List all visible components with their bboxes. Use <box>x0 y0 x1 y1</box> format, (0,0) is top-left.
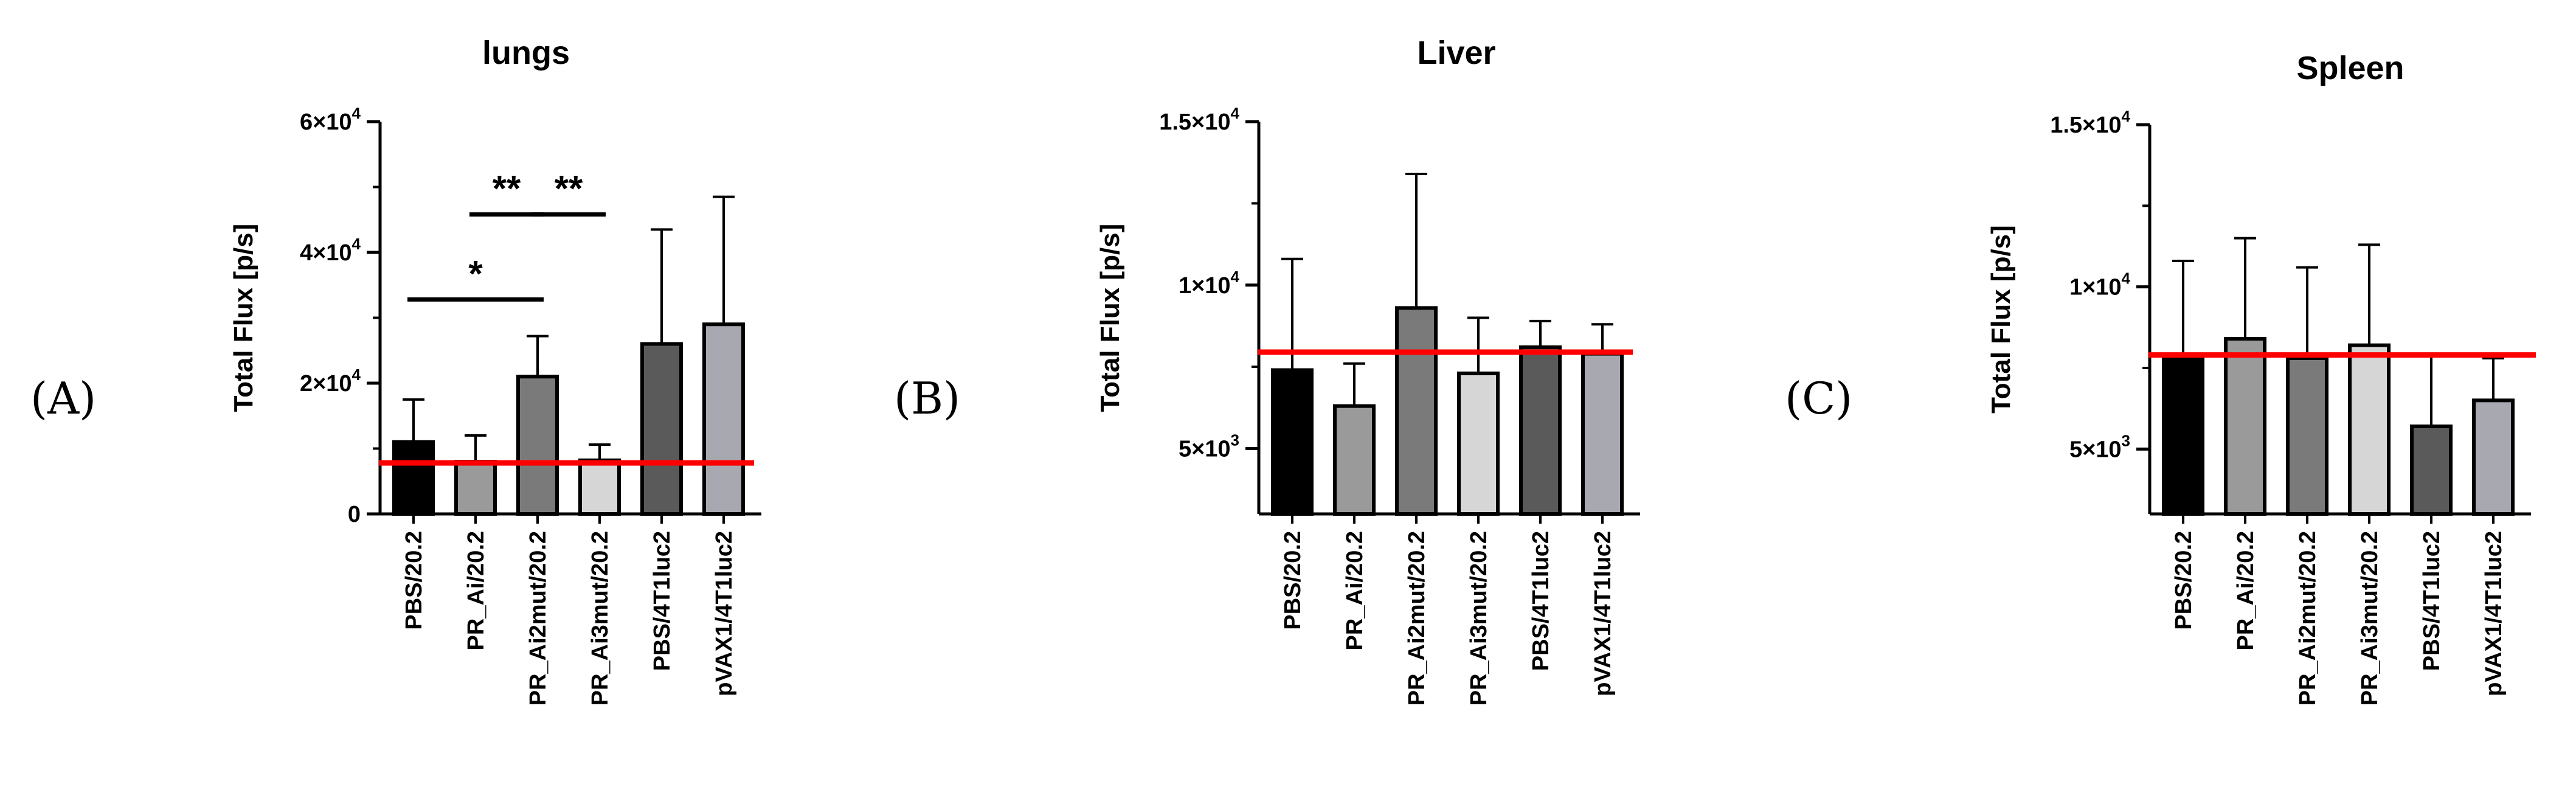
panel-letter-c: (C) <box>1785 373 1852 424</box>
x-tick-label: PR_Ai/20.2 <box>2233 531 2259 650</box>
x-tick-label: PR_Ai2mut/20.2 <box>1404 531 1430 706</box>
x-tick-label: PR_Ai/20.2 <box>1342 531 1368 650</box>
bar <box>1519 345 1562 516</box>
bar <box>1395 306 1438 516</box>
bar <box>392 440 435 516</box>
bar <box>702 322 745 516</box>
bar <box>1271 368 1314 516</box>
y-tick-label: 1×104 <box>1179 268 1240 299</box>
chart-liver: Liver Total Flux [p/s] 5×103 1×104 1.5×104 PB… <box>1095 35 1640 706</box>
x-tick-label: PBS/4T1luc2 <box>2419 531 2445 671</box>
x-tick-label: PR_Ai3mut/20.2 <box>1466 531 1492 706</box>
bar <box>1333 404 1376 516</box>
significance-label: * <box>468 253 483 294</box>
chart-title: Spleen <box>2296 50 2404 86</box>
panel-letter-b: (B) <box>894 373 960 424</box>
y-tick-label: 5×103 <box>2069 431 2130 462</box>
x-tick-label: PR_Ai2mut/20.2 <box>2295 531 2321 706</box>
x-tick-label: PBS/20.2 <box>1280 531 1306 630</box>
bar <box>2348 343 2391 516</box>
y-tick-label: 1×104 <box>2069 269 2131 300</box>
panel-letter-a: (A) <box>30 373 96 424</box>
chart-lungs: lungs Total Flux [p/s] 0 2×104 4×104 6×104 PBS… <box>229 35 761 706</box>
x-tick-label: pVAX1/4T1luc2 <box>2481 531 2507 696</box>
bar <box>2286 356 2328 516</box>
bar <box>2224 337 2266 516</box>
y-axis-label: Total Flux [p/s] <box>1095 224 1125 412</box>
y-tick-label: 2×104 <box>300 366 361 397</box>
chart-title: lungs <box>482 35 570 71</box>
x-tick-label: PBS/20.2 <box>401 531 427 630</box>
significance-label: ** <box>555 168 583 209</box>
x-tick-label: pVAX1/4T1luc2 <box>1590 531 1616 696</box>
chart-title: Liver <box>1417 35 1495 71</box>
y-axis-label: Total Flux [p/s] <box>1986 225 2016 414</box>
bar <box>2472 398 2515 516</box>
chart-spleen: Spleen Total Flux [p/s] 5×103 1×104 1.5×104 P… <box>1986 50 2536 706</box>
bar <box>640 342 683 516</box>
x-tick-label: PR_Ai/20.2 <box>463 531 489 650</box>
bar <box>1581 352 1624 516</box>
y-tick-label: 1.5×104 <box>1159 104 1239 135</box>
bar <box>2162 353 2204 516</box>
x-tick-label: PR_Ai2mut/20.2 <box>525 531 551 706</box>
x-tick-label: pVAX1/4T1luc2 <box>712 531 737 696</box>
x-tick-label: PR_Ai3mut/20.2 <box>587 531 613 706</box>
y-tick-label: 0 <box>348 502 361 527</box>
y-tick-label: 5×103 <box>1179 431 1239 462</box>
x-tick-label: PBS/20.2 <box>2171 531 2197 630</box>
y-tick-label: 4×104 <box>300 235 361 266</box>
bar <box>1457 371 1500 516</box>
bar <box>454 460 497 516</box>
bar <box>578 458 621 516</box>
x-tick-label: PBS/4T1luc2 <box>649 531 675 671</box>
y-axis-label: Total Flux [p/s] <box>229 224 258 412</box>
x-tick-label: PR_Ai3mut/20.2 <box>2357 531 2383 706</box>
bar <box>2410 425 2453 516</box>
y-tick-label: 1.5×104 <box>2050 107 2130 138</box>
significance-label: ** <box>493 168 521 209</box>
y-tick-label: 6×104 <box>300 104 361 135</box>
x-tick-label: PBS/4T1luc2 <box>1528 531 1554 671</box>
bar <box>516 375 559 516</box>
